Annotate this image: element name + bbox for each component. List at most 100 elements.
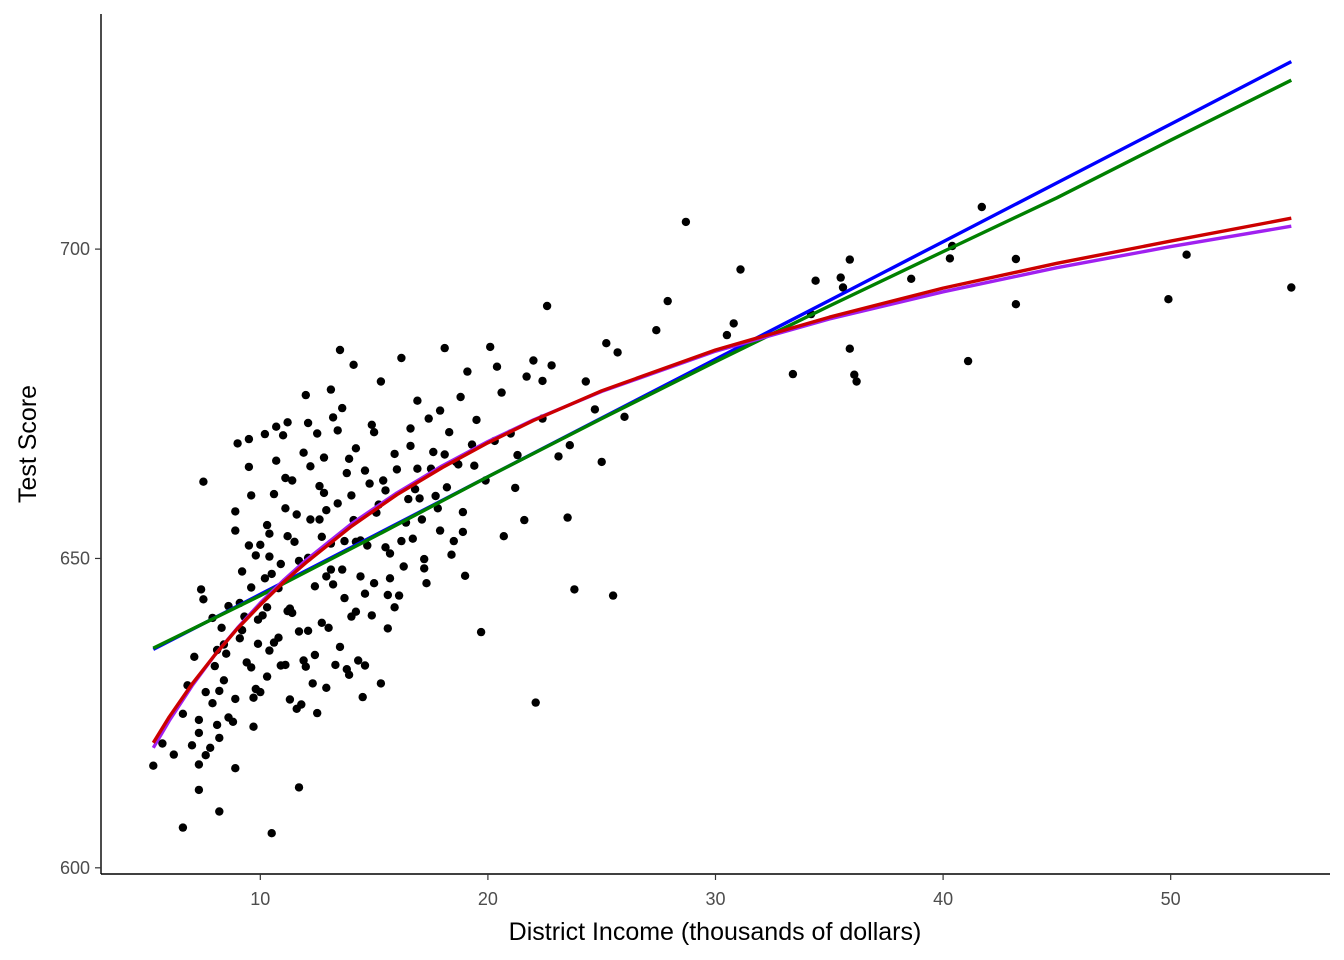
data-point	[178, 823, 188, 832]
data-point	[431, 491, 440, 501]
data-point	[228, 717, 238, 726]
data-point	[392, 465, 402, 474]
data-point	[313, 708, 322, 718]
data-point	[342, 468, 351, 478]
data-point	[283, 418, 292, 427]
data-point	[369, 428, 379, 437]
data-point	[344, 670, 354, 679]
data-point	[262, 672, 272, 681]
data-point	[367, 611, 376, 620]
data-point	[351, 444, 361, 453]
lines-layer	[151, 60, 1293, 749]
data-point	[249, 693, 258, 702]
x-tick-label: 20	[478, 889, 498, 909]
data-point	[292, 510, 301, 519]
data-point	[231, 764, 240, 773]
data-point	[260, 429, 270, 439]
data-point	[194, 785, 204, 795]
data-point	[288, 476, 297, 485]
data-point	[306, 462, 315, 471]
data-point	[736, 265, 745, 274]
data-point	[383, 624, 392, 633]
data-point	[383, 590, 392, 600]
data-point	[199, 595, 208, 604]
data-point	[210, 661, 219, 671]
data-point	[406, 441, 415, 451]
data-point	[338, 565, 347, 574]
data-point	[288, 608, 297, 618]
data-point	[262, 520, 272, 530]
data-point	[294, 783, 304, 792]
data-point	[529, 356, 538, 365]
data-point	[322, 683, 331, 692]
data-point	[413, 464, 422, 473]
data-point	[281, 473, 290, 483]
data-point	[399, 562, 408, 571]
data-point	[253, 639, 263, 648]
data-point	[272, 456, 281, 465]
data-point	[315, 515, 324, 524]
data-point	[169, 750, 178, 759]
data-point	[178, 709, 188, 718]
data-point	[217, 623, 226, 632]
data-point	[328, 580, 338, 589]
data-point	[945, 254, 955, 263]
data-point	[301, 390, 310, 400]
data-point	[406, 424, 415, 433]
data-point	[201, 687, 210, 697]
data-point	[363, 541, 372, 550]
data-point	[267, 829, 276, 838]
data-point	[385, 574, 395, 583]
data-point	[445, 428, 454, 437]
data-point	[322, 506, 331, 515]
data-point	[262, 603, 272, 612]
data-point	[331, 660, 340, 670]
data-point	[335, 345, 345, 355]
data-point	[196, 585, 206, 594]
data-point	[187, 741, 197, 750]
data-point	[410, 485, 420, 494]
data-point	[522, 372, 531, 381]
x-tick-label: 10	[250, 889, 270, 909]
data-point	[563, 513, 572, 522]
data-point	[463, 367, 472, 376]
data-point	[303, 626, 313, 635]
data-point	[608, 591, 618, 600]
data-point	[1011, 254, 1021, 264]
data-point	[620, 412, 629, 421]
data-point	[472, 415, 481, 425]
data-point	[458, 507, 468, 517]
y-tick-label: 600	[60, 858, 90, 878]
data-point	[317, 532, 326, 541]
data-point	[310, 650, 320, 660]
data-point	[542, 301, 552, 311]
points-layer	[149, 202, 1296, 838]
data-point	[349, 360, 358, 369]
y-tick-label: 650	[60, 548, 90, 568]
data-point	[681, 217, 691, 227]
data-point	[278, 431, 288, 440]
data-point	[581, 377, 590, 386]
data-point	[242, 658, 251, 667]
data-point	[652, 326, 661, 335]
data-point	[435, 406, 445, 415]
data-point	[381, 486, 390, 495]
data-point	[215, 686, 224, 696]
data-point	[317, 618, 326, 627]
data-point	[597, 457, 606, 467]
data-point	[190, 652, 199, 661]
fit-line-4	[151, 216, 1292, 744]
data-point	[208, 699, 217, 708]
data-point	[435, 526, 445, 535]
data-point	[394, 591, 404, 600]
data-point	[276, 661, 285, 670]
data-point	[458, 527, 468, 537]
data-point	[335, 642, 345, 652]
data-point	[390, 603, 399, 612]
data-point	[1182, 250, 1191, 259]
data-point	[247, 583, 256, 592]
data-point	[852, 377, 861, 386]
data-point	[367, 420, 376, 429]
data-point	[347, 491, 356, 500]
